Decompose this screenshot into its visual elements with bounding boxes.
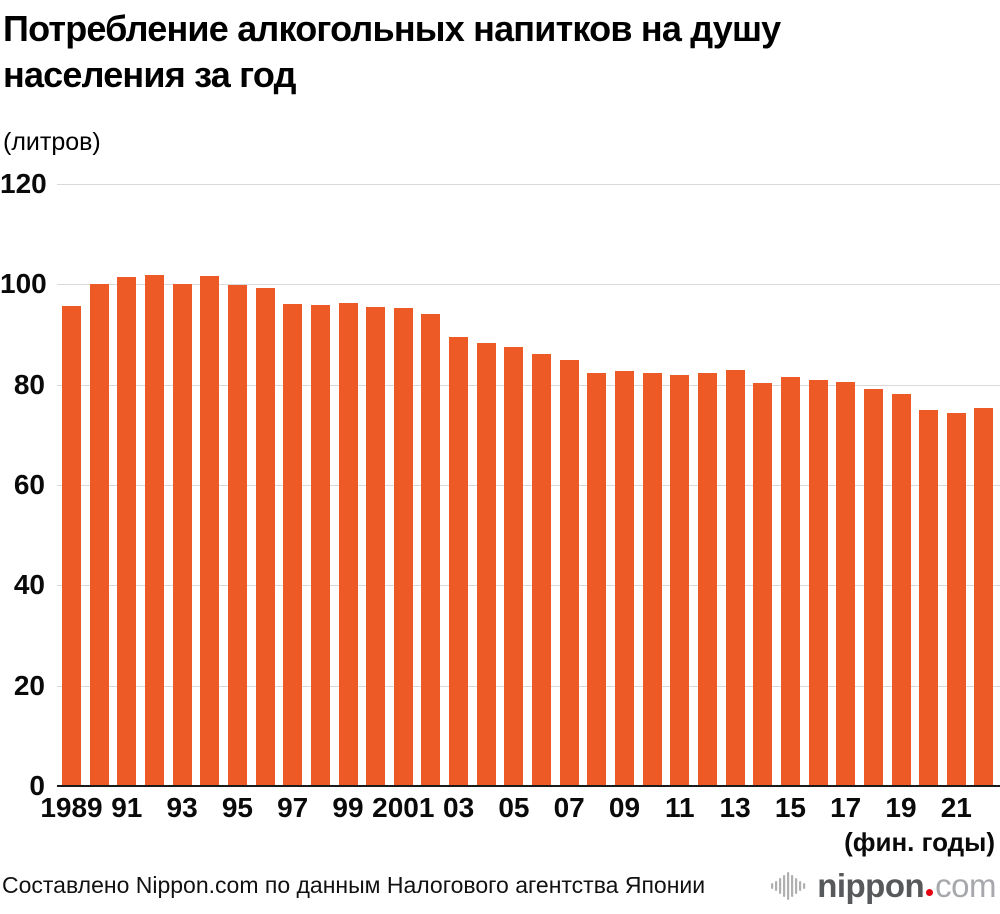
bar-2010	[642, 372, 662, 785]
x-tick-label-15: 15	[774, 792, 806, 823]
bar-2019	[891, 393, 911, 785]
bar-2012	[697, 373, 717, 785]
y-tick-label-40: 40	[13, 569, 45, 601]
page-title: Потребление алкогольных напитков на душу…	[3, 6, 963, 98]
gridline-20	[57, 685, 1000, 687]
bar-2005	[504, 346, 524, 785]
nippon-logo: nippon com	[770, 866, 996, 906]
nippon-logo-text: nippon com	[817, 866, 996, 906]
logo-text-nippon: nippon	[817, 867, 925, 904]
y-axis-unit-label: (литров)	[3, 128, 101, 156]
x-axis-unit-label: (фин. годы)	[844, 827, 995, 857]
gridline-100	[57, 284, 1000, 286]
bar-2021	[946, 413, 966, 785]
bar-2009	[615, 370, 634, 785]
bar-2020	[919, 409, 939, 785]
x-tick-label-07: 07	[553, 792, 585, 823]
bar-1990	[89, 284, 109, 785]
bar-2004	[476, 342, 496, 785]
bar-2003	[449, 336, 469, 785]
bar-1992	[144, 275, 164, 785]
x-tick-label-13: 13	[719, 792, 751, 823]
bar-2013	[725, 369, 745, 785]
x-tick-label-91: 91	[111, 792, 143, 823]
y-tick-label-0: 0	[29, 770, 45, 801]
gridline-80	[57, 384, 1000, 386]
bar-2015	[780, 376, 800, 785]
bar-1989	[62, 305, 81, 785]
bar-2007	[559, 360, 579, 785]
bar-1999	[338, 303, 358, 785]
bar-2017	[836, 381, 856, 785]
x-tick-label-95: 95	[221, 792, 253, 823]
soundwave-icon	[771, 872, 806, 900]
source-attribution: Составлено Nippon.com по данным Налогово…	[2, 872, 706, 898]
bar-2022	[974, 407, 994, 785]
gridline-60	[57, 485, 1000, 486]
x-tick-label-1989: 1989	[40, 792, 103, 823]
logo-text-com: com	[935, 867, 996, 904]
x-tick-label-2001: 2001	[372, 792, 435, 823]
x-tick-label-93: 93	[166, 792, 198, 823]
y-tick-label-60: 60	[13, 469, 45, 500]
bar-1994	[200, 276, 220, 785]
x-tick-label-17: 17	[830, 792, 862, 823]
y-tick-label-20: 20	[13, 669, 45, 701]
x-tick-label-21: 21	[940, 792, 972, 823]
x-tick-label-11: 11	[664, 792, 695, 823]
bar-2006	[532, 354, 552, 785]
x-axis-baseline	[57, 785, 1000, 787]
y-tick-label-120: 120	[0, 168, 47, 199]
bar-2002	[421, 314, 441, 785]
y-tick-label-100: 100	[0, 268, 47, 300]
bar-1995	[227, 284, 247, 785]
bar-1993	[172, 284, 192, 785]
title-line-2: населения за год	[3, 54, 296, 95]
y-tick-label-80: 80	[13, 368, 45, 400]
bar-1997	[283, 304, 303, 785]
gridline-120	[57, 184, 1000, 185]
bar-2018	[863, 388, 883, 785]
x-tick-label-09: 09	[608, 792, 641, 823]
bar-1991	[117, 277, 137, 785]
bar-2000	[366, 307, 386, 785]
x-tick-label-05: 05	[498, 792, 530, 823]
bar-2014	[753, 383, 773, 785]
gridline-40	[57, 585, 1000, 587]
x-tick-label-97: 97	[277, 792, 309, 823]
x-tick-label-03: 03	[443, 792, 475, 823]
bar-2016	[808, 379, 828, 785]
bar-1998	[310, 305, 330, 785]
bar-2011	[670, 375, 690, 785]
x-tick-label-99: 99	[332, 792, 364, 823]
bar-1996	[255, 287, 275, 785]
bar-2008	[587, 372, 607, 785]
x-tick-label-19: 19	[885, 792, 917, 823]
bar-2001	[393, 308, 413, 785]
logo-red-dot	[926, 889, 934, 896]
title-line-1: Потребление алкогольных напитков на душу	[3, 8, 781, 49]
